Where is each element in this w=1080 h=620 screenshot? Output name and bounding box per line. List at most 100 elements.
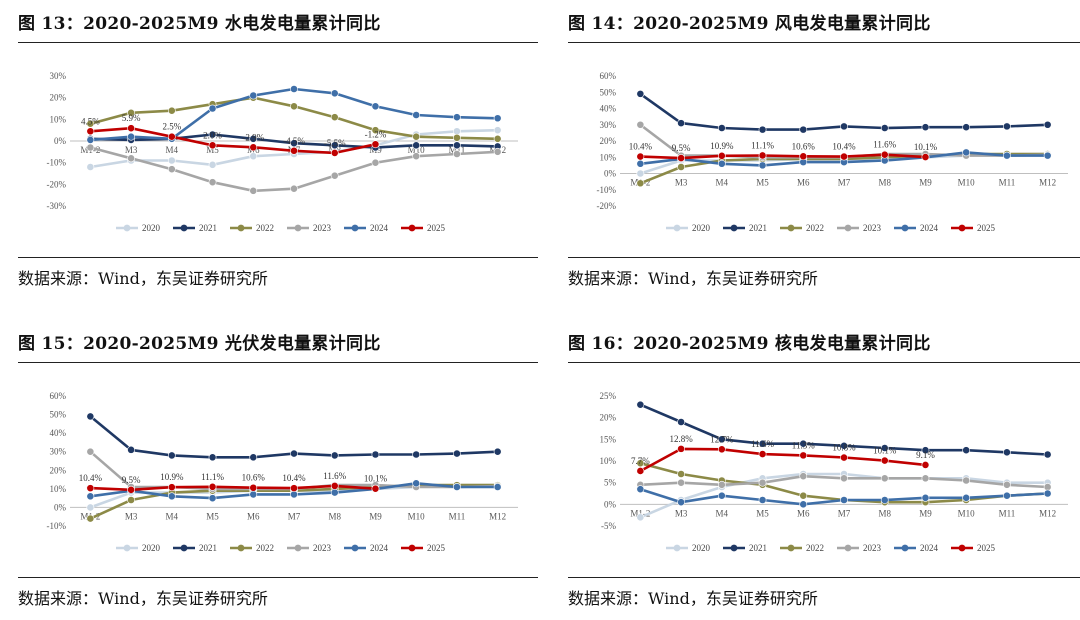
data-point-2024 xyxy=(1003,151,1011,160)
data-point-2021 xyxy=(208,130,217,139)
data-point-2025 xyxy=(208,482,217,491)
data-point-2024 xyxy=(167,492,176,501)
data-point-2021 xyxy=(636,400,645,409)
legend-marker-2024 xyxy=(901,224,909,232)
legend-marker-2024 xyxy=(351,224,359,232)
data-label: 10.6% xyxy=(792,141,816,151)
y-tick-label: 40% xyxy=(600,104,617,114)
data-point-2023 xyxy=(758,478,767,487)
data-point-2023 xyxy=(167,165,176,174)
data-label: 9.5% xyxy=(672,143,691,153)
legend-label: 2022 xyxy=(806,543,824,553)
data-point-2025 xyxy=(330,149,339,157)
data-label: 10.9% xyxy=(710,141,734,151)
x-tick-label: M4 xyxy=(716,178,729,188)
legend-label: 2023 xyxy=(863,543,882,553)
data-point-2021 xyxy=(249,453,258,462)
data-point-2025 xyxy=(717,151,726,160)
data-point-2025 xyxy=(86,127,95,136)
data-point-2024 xyxy=(717,491,726,500)
data-label: 9.1% xyxy=(916,450,935,460)
data-label: 10.9% xyxy=(160,472,184,482)
data-label: 10.8% xyxy=(832,443,856,453)
data-point-2024 xyxy=(799,500,808,509)
data-point-2025 xyxy=(290,484,298,493)
data-point-2021 xyxy=(840,441,848,450)
data-label: 9.5% xyxy=(122,475,141,485)
chart-title: 图 16：2020-2025M9 核电发电量累计同比 xyxy=(568,334,931,354)
data-point-2024 xyxy=(208,104,217,113)
data-point-2021 xyxy=(962,123,971,132)
x-tick-label: M10 xyxy=(958,178,976,188)
data-point-2023 xyxy=(717,480,726,489)
x-tick-label: M4 xyxy=(166,511,179,521)
data-point-2024 xyxy=(1003,491,1011,500)
data-point-2022 xyxy=(86,514,95,523)
legend-marker-2021 xyxy=(180,544,188,552)
data-point-2024 xyxy=(840,496,848,504)
series-line-2025 xyxy=(640,153,926,160)
data-point-2023 xyxy=(1003,480,1011,489)
data-point-2023 xyxy=(880,474,889,483)
data-label: 10.1% xyxy=(873,446,897,456)
chart-panel-hydro: 图 13：2020-2025M9 水电发电量累计同比 -30% -20% -10% 0… xyxy=(18,0,538,300)
y-tick-label: 0% xyxy=(604,169,617,179)
data-point-2022 xyxy=(636,459,645,468)
source-note: 数据来源：Wind，东吴证券研究所 xyxy=(568,269,818,288)
data-point-2024 xyxy=(962,148,971,157)
series-line-2025 xyxy=(639,447,926,473)
x-tick-label: M6 xyxy=(797,508,810,518)
data-label: 2.0% xyxy=(203,130,222,140)
legend-label: 2020 xyxy=(142,543,161,553)
data-point-2023 xyxy=(962,476,971,485)
y-tick-label: 10% xyxy=(50,114,67,124)
data-point-2025 xyxy=(127,485,135,494)
y-tick-label: 60% xyxy=(50,391,67,401)
data-point-2023 xyxy=(290,184,298,193)
data-point-2024 xyxy=(636,485,645,494)
data-label: 11.3% xyxy=(792,440,815,450)
legend-label: 2021 xyxy=(199,223,217,233)
x-tick-label: M4 xyxy=(716,508,729,518)
y-tick-label: 50% xyxy=(50,410,67,420)
data-point-2024 xyxy=(412,479,421,488)
data-label: 11.1% xyxy=(751,140,774,150)
data-point-2021 xyxy=(167,451,176,460)
data-point-2023 xyxy=(1043,483,1052,491)
y-tick-label: 0% xyxy=(54,502,67,512)
chart-nuclear: -5% 0% 5% 10% 15% 20% 25% M1-2 M3 M4 M5 M6 M7 M8 M9 M10… xyxy=(600,391,1068,553)
legend-marker-2023 xyxy=(844,224,852,232)
data-point-2021 xyxy=(799,125,808,134)
data-point-2025 xyxy=(799,451,808,460)
x-tick-label: M5 xyxy=(206,511,219,521)
data-point-2025 xyxy=(799,152,808,161)
x-tick-label: M3 xyxy=(125,145,138,155)
chart-hydro: -30%-20%-10%0%10%20%30%M1-2M3M4M5M6M7M8M… xyxy=(47,71,518,233)
legend-label: 2023 xyxy=(313,543,332,553)
data-label: 10.6% xyxy=(242,473,266,483)
data-point-2023 xyxy=(127,154,135,163)
data-point-2022 xyxy=(799,491,808,500)
data-point-2021 xyxy=(677,418,685,426)
x-tick-label: M5 xyxy=(206,145,219,155)
data-label: 7.7% xyxy=(631,456,650,466)
x-tick-label: M8 xyxy=(328,511,341,521)
x-tick-label: M7 xyxy=(288,511,301,521)
data-point-2022 xyxy=(677,163,685,171)
data-point-2025 xyxy=(167,483,176,492)
data-point-2021 xyxy=(921,123,930,132)
data-point-2025 xyxy=(717,445,726,454)
data-point-2021 xyxy=(880,444,889,452)
data-point-2024 xyxy=(677,498,685,507)
data-point-2024 xyxy=(962,493,971,502)
data-point-2024 xyxy=(453,113,461,122)
x-tick-label: M8 xyxy=(878,508,891,518)
data-point-2021 xyxy=(208,453,217,462)
source-rule xyxy=(568,257,1080,258)
x-tick-label: M11 xyxy=(449,145,466,155)
y-tick-label: 10% xyxy=(50,484,67,494)
data-point-2025 xyxy=(249,483,258,492)
source-note: 数据来源：Wind，东吴证券研究所 xyxy=(18,269,268,288)
data-point-2020 xyxy=(636,169,645,178)
data-label: -5.5% xyxy=(324,138,346,148)
